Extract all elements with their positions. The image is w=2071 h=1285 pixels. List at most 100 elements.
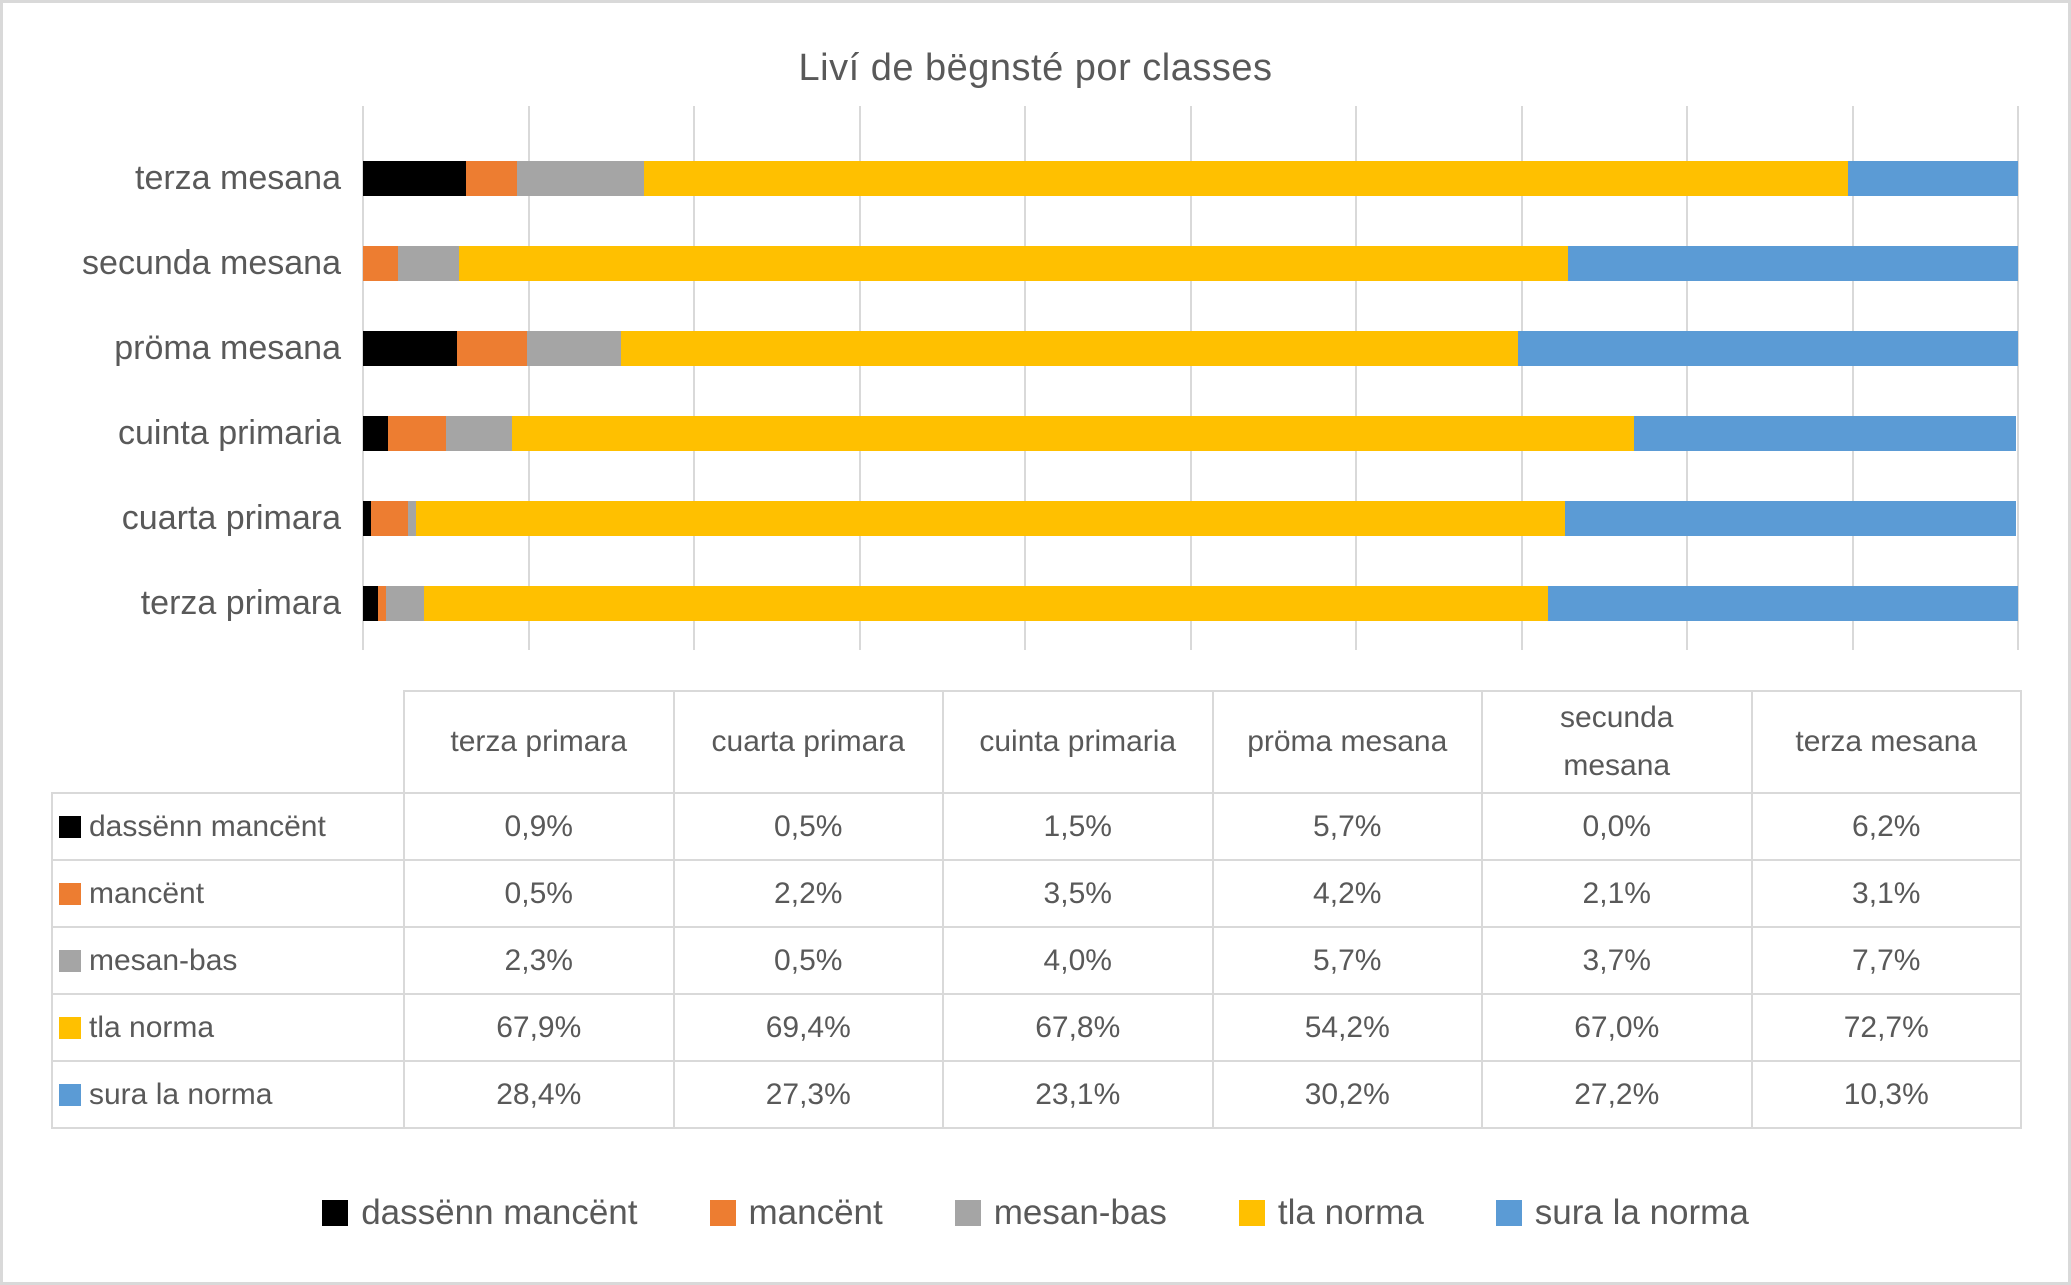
series-swatch-icon <box>59 1016 81 1039</box>
bar-segment-sura-la-norma <box>1564 501 2017 536</box>
bar-segment-mesan-bas <box>386 586 425 621</box>
bar-segment-sura-la-norma <box>1547 586 2018 621</box>
value-cell: 6,2% <box>1750 792 2022 861</box>
row-label: mancënt <box>89 876 205 910</box>
legend-swatch-icon <box>322 1200 349 1226</box>
value-cell: 72,7% <box>1750 993 2022 1062</box>
category-label-cuarta-primara: cuarta primara <box>121 499 341 537</box>
value-cell: 4,2% <box>1211 859 1483 928</box>
gridline <box>1024 106 1026 650</box>
value-cell: 0,5% <box>403 859 675 928</box>
value-cell: 7,7% <box>1750 926 2022 995</box>
bar-segment-mesan-bas <box>516 161 645 196</box>
gridline <box>2017 106 2019 650</box>
category-label-terza-primara: terza primara <box>140 584 341 622</box>
row-label-cell: tla norma <box>51 993 405 1062</box>
row-label-cell: mesan-bas <box>51 926 405 995</box>
bar-segment-mesan-bas <box>526 331 622 366</box>
value-cell: 2,1% <box>1481 859 1753 928</box>
bar-rows <box>363 106 2018 650</box>
series-swatch-icon <box>59 949 81 972</box>
legend-label: mesan-bas <box>993 1193 1167 1232</box>
row-label: mesan-bas <box>89 943 238 977</box>
gridline <box>1355 106 1357 650</box>
bar-segment-tla-norma <box>424 586 1548 621</box>
gridline <box>1851 106 1854 650</box>
bar-segment-mesan-bas <box>397 246 459 281</box>
value-cell: 5,7% <box>1211 792 1483 861</box>
legend-swatch-icon <box>1238 1200 1265 1226</box>
table-row: sura la norma 28,4% 27,3% 23,1% 30,2% 27… <box>51 1060 2022 1129</box>
gridline <box>527 106 530 650</box>
value-cell: 10,3% <box>1750 1060 2022 1129</box>
value-cell: 0,5% <box>672 792 944 861</box>
chart-data-table: terza primara cuarta primara cuinta prim… <box>51 690 2022 1129</box>
stacked-bar-cuarta-primara <box>363 501 2018 536</box>
bar-segment-dass-nn-manc-nt <box>363 331 458 366</box>
bar-row-secunda-mesana <box>363 221 2018 306</box>
bar-segment-tla-norma <box>644 161 1848 196</box>
row-label-cell: sura la norma <box>51 1060 405 1129</box>
legend-label: sura la norma <box>1534 1193 1749 1232</box>
chart-legend: dassënn mancënt mancënt mesan-bas tla no… <box>3 1193 2068 1233</box>
bar-segment-sura-la-norma <box>1567 246 2018 281</box>
series-swatch-icon <box>59 882 81 905</box>
value-cell: 54,2% <box>1211 993 1483 1062</box>
gridline <box>858 106 861 650</box>
bar-segment-manc-nt <box>371 501 408 536</box>
stacked-bar-pr-ma-mesana <box>363 331 2018 366</box>
value-cell: 3,5% <box>942 859 1214 928</box>
row-label-cell: mancënt <box>51 859 405 928</box>
table-header-secunda-mesana: secunda mesana <box>1481 690 1753 794</box>
bar-segment-manc-nt <box>377 586 387 621</box>
gridline <box>1189 106 1192 650</box>
bar-segment-tla-norma <box>458 246 1568 281</box>
value-cell: 2,2% <box>672 859 944 928</box>
value-cell: 0,9% <box>403 792 675 861</box>
bar-segment-manc-nt <box>457 331 527 366</box>
bar-row-cuarta-primara <box>363 476 2018 561</box>
stacked-bar-secunda-mesana <box>363 246 2018 281</box>
row-label: dassënn mancënt <box>89 809 326 843</box>
table-corner-cell <box>52 691 404 793</box>
bar-segment-tla-norma <box>621 331 1519 366</box>
bar-segment-mesan-bas <box>445 416 512 451</box>
value-cell: 67,8% <box>942 993 1214 1062</box>
table-header-terza-primara: terza primara <box>403 690 675 794</box>
category-label-cuinta-primaria: cuinta primaria <box>118 414 341 452</box>
value-cell: 1,5% <box>942 792 1214 861</box>
bar-segment-dass-nn-manc-nt <box>363 501 372 536</box>
table-header-terza-mesana: terza mesana <box>1750 690 2022 794</box>
gridline <box>1520 106 1523 650</box>
bar-segment-dass-nn-manc-nt <box>363 161 466 196</box>
bar-row-terza-mesana <box>363 136 2018 221</box>
bar-segment-dass-nn-manc-nt <box>363 416 388 451</box>
value-cell: 27,3% <box>672 1060 944 1129</box>
table-row: dassënn mancënt 0,9% 0,5% 1,5% 5,7% 0,0%… <box>51 792 2022 861</box>
table-row: mesan-bas 2,3% 0,5% 4,0% 5,7% 3,7% 7,7% <box>51 926 2022 995</box>
bar-segment-dass-nn-manc-nt <box>363 586 378 621</box>
legend-item-tla-norma: tla norma <box>1238 1193 1424 1233</box>
stacked-bar-terza-primara <box>363 586 2018 621</box>
legend-swatch-icon <box>709 1200 736 1226</box>
value-cell: 28,4% <box>403 1060 675 1129</box>
legend-label: dassënn mancënt <box>361 1193 638 1232</box>
legend-swatch-icon <box>954 1200 981 1226</box>
value-cell: 0,0% <box>1481 792 1753 861</box>
stacked-bar-cuinta-primaria <box>363 416 2018 451</box>
value-cell: 30,2% <box>1211 1060 1483 1129</box>
value-cell: 23,1% <box>942 1060 1214 1129</box>
value-cell: 5,7% <box>1211 926 1483 995</box>
bar-segment-sura-la-norma <box>1518 331 2018 366</box>
legend-item-dassenn-mancent: dassënn mancënt <box>322 1193 638 1233</box>
legend-item-mancent: mancënt <box>709 1193 883 1233</box>
table-header-row: terza primara cuarta primara cuinta prim… <box>52 690 2022 794</box>
value-cell: 27,2% <box>1481 1060 1753 1129</box>
legend-label: mancënt <box>748 1193 883 1232</box>
bar-segment-mesan-bas <box>407 501 416 536</box>
legend-item-sura-la-norma: sura la norma <box>1495 1193 1749 1233</box>
chart-title: Liví de bëgnsté por classes <box>798 47 1273 89</box>
plot-area <box>362 106 2019 650</box>
value-cell: 69,4% <box>672 993 944 1062</box>
